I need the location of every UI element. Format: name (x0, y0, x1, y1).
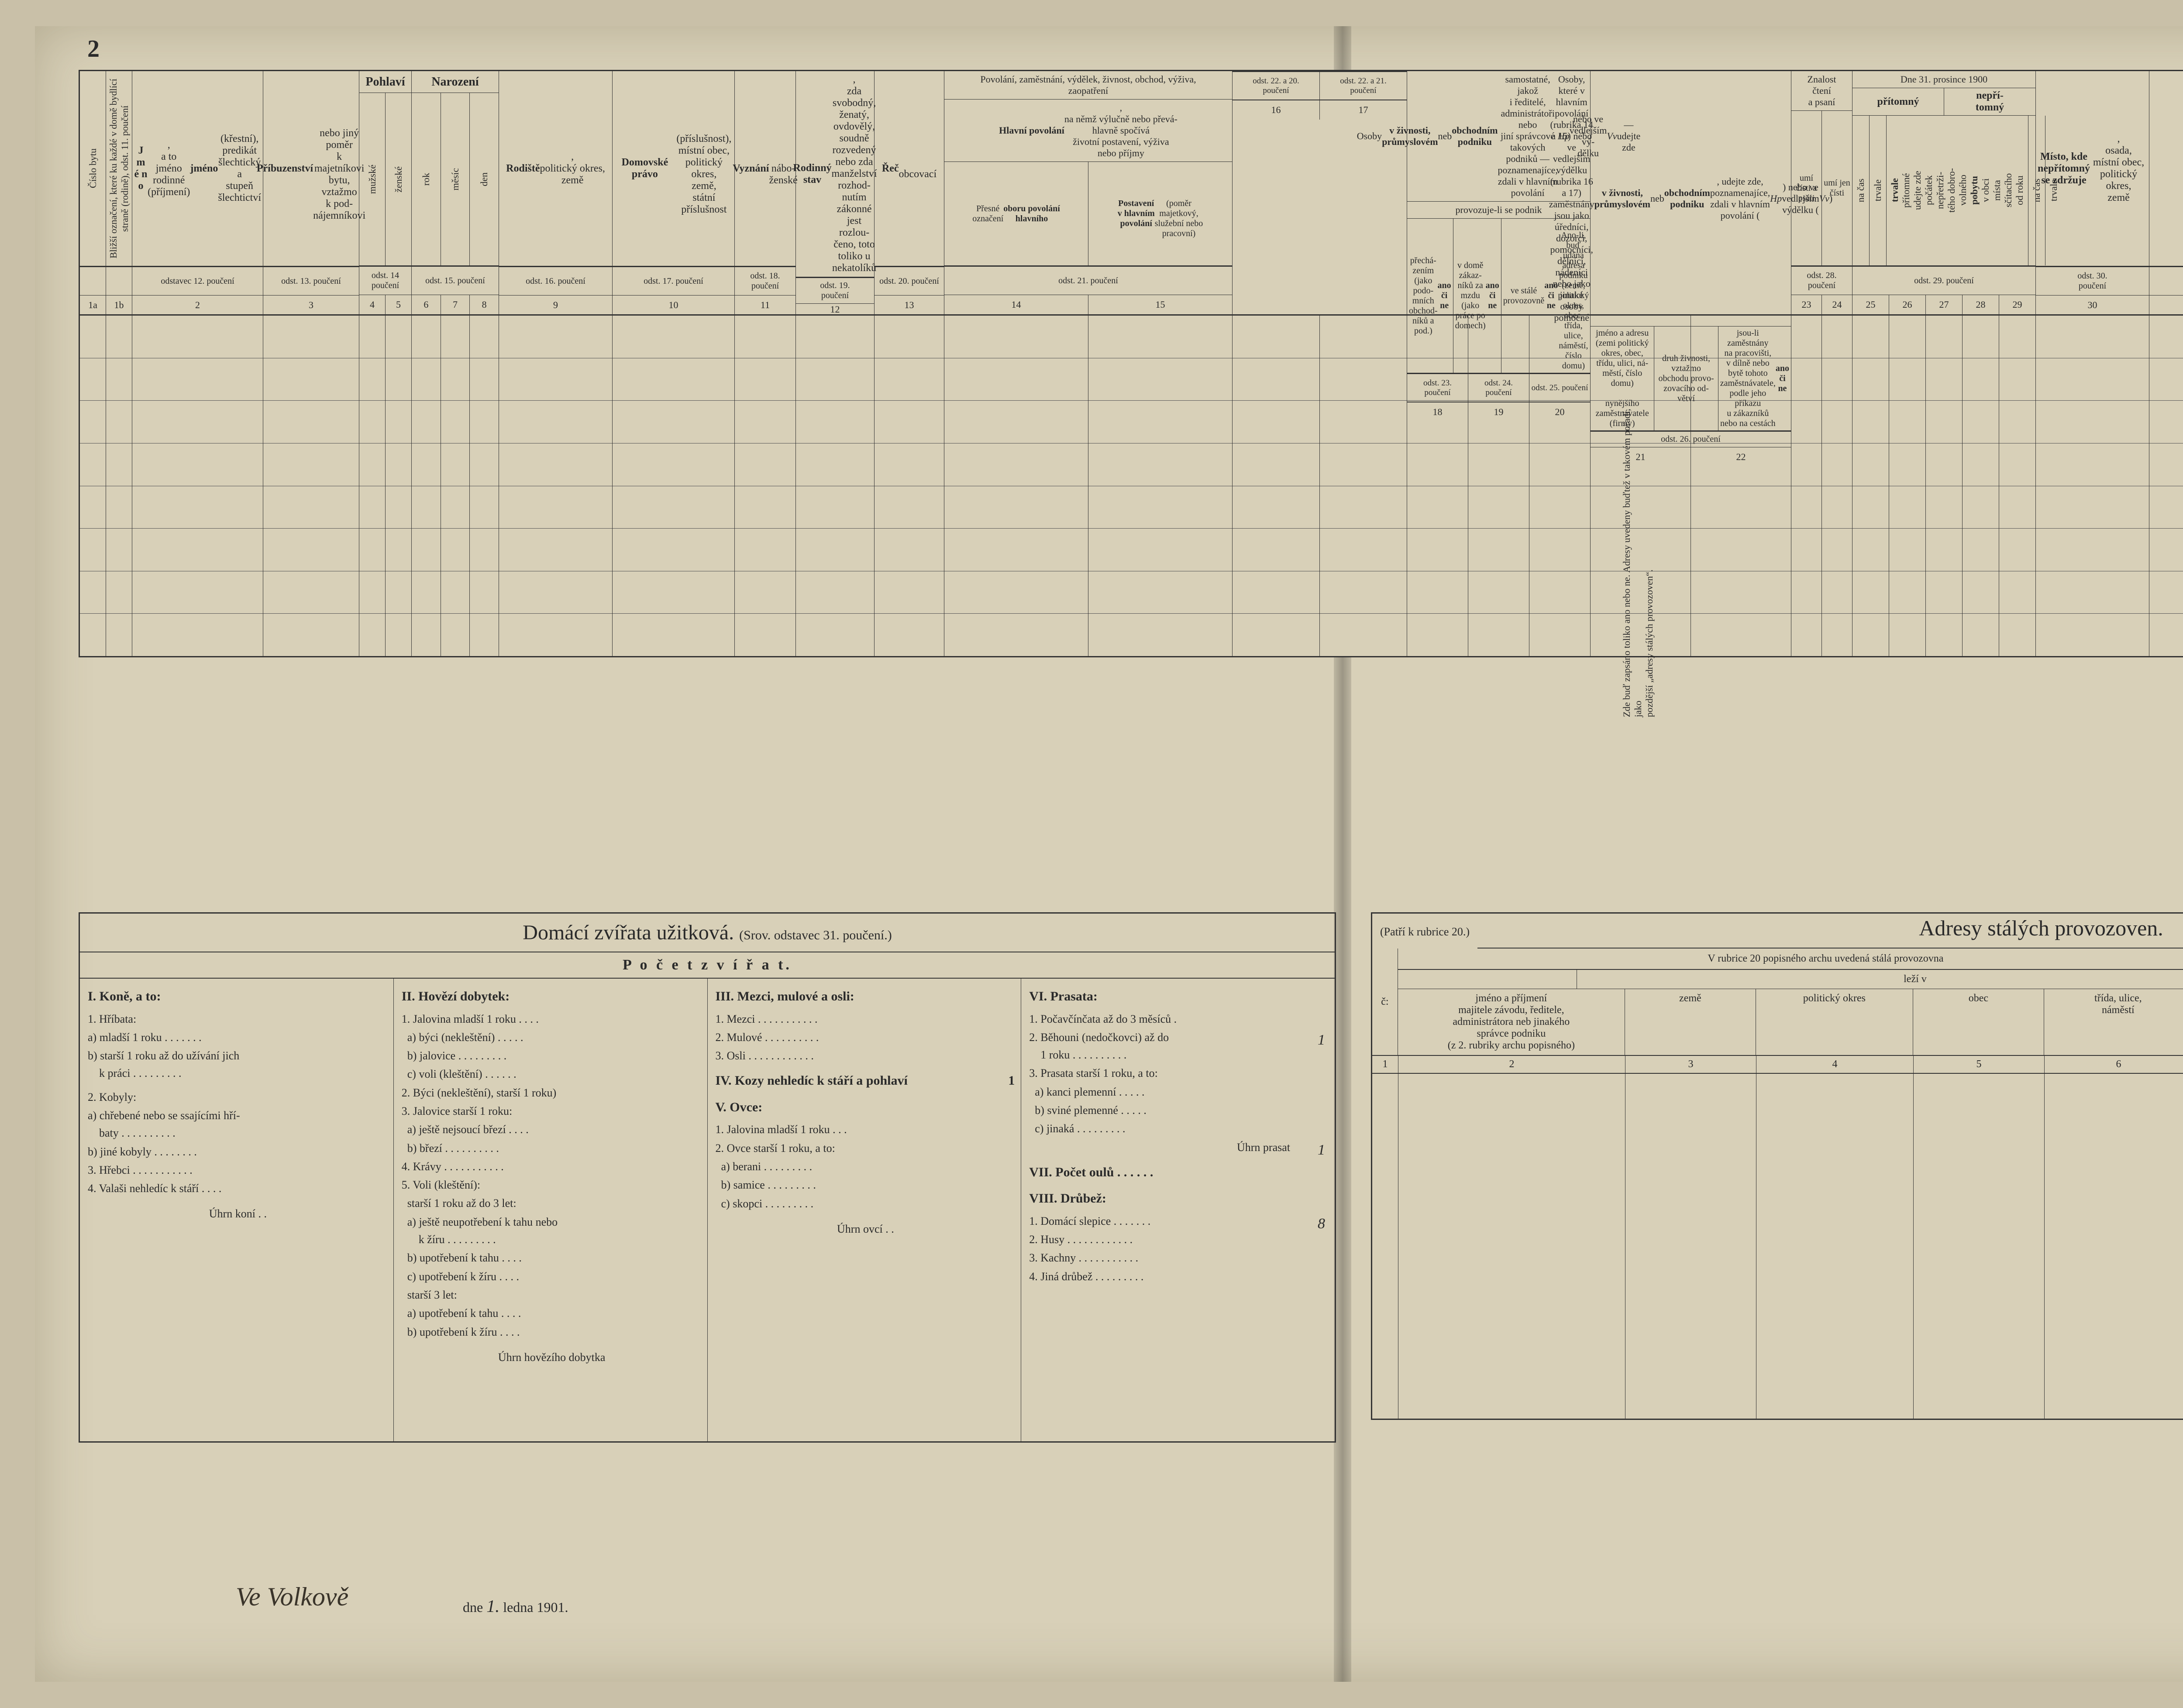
header-col: Dne 31. prosince 1900přítomnýnepří-tomný… (1852, 71, 2036, 314)
addresses-title: Adresy stálých provozoven. (1477, 914, 2183, 949)
header-col: J m é n o,a tojméno rodinné(příjmení)jmé… (132, 71, 263, 314)
cattle-column: II. Hovězí dobytek: 1. Jalovina mladší 1… (394, 979, 708, 1441)
addresses-body (1372, 1074, 2183, 1419)
header-col: Osoby, které v hlavním povolání (rubrika… (1591, 71, 1791, 314)
signature-place: Ve Volkově (236, 1582, 348, 1612)
livestock-title: Domácí zvířata užitková. (Srov. odstavec… (80, 914, 1335, 952)
header-col: Řečobcovacíodst. 20. poučení13 (875, 71, 944, 314)
livestock-subtitle: P o č e t z v í ř a t. (80, 952, 1335, 979)
census-sheet: 2 Číslo bytu1aBližší označení, které ku … (35, 26, 2183, 1682)
header-col: Příbuzenstvínebo jiný poměrk majetníkovi… (263, 71, 359, 314)
pigs-runners-count: 1 (1318, 1029, 1325, 1052)
livestock-table: Domácí zvířata užitková. (Srov. odstavec… (79, 912, 1336, 1443)
census-header-table: Číslo bytu1aBližší označení, které ku ka… (79, 70, 2183, 657)
mules-goats-sheep-column: III. Mezci, mulové a osli: 1. Mezci . . … (708, 979, 1022, 1441)
column20-vertical-note: Zde buď zapsáno toliko ano nebo ne. Adre… (1621, 403, 1655, 717)
pigs-total: 1 (1318, 1139, 1325, 1162)
addresses-prelabel: (Patří k rubrice 20.) (1372, 921, 1477, 943)
header-col: Znalostčtenía psaníumí čísti a psátiumí … (1791, 71, 1852, 314)
horses-column: I. Koně, a to: 1. Hříbata: a) mladší 1 r… (80, 979, 394, 1441)
page-number: 2 (87, 35, 100, 63)
header-col: odst. 22. a 20.poučeníodst. 22. a 21.pou… (1233, 71, 1407, 314)
header-col: Bližší označení, které ku každé v domě b… (106, 71, 132, 314)
header-col: Poznámka31 (2149, 71, 2183, 314)
header-col: Povolání, zaměstnání, výdělek, živnost, … (944, 71, 1233, 314)
header-col: Vyznánínábo-ženskéodst. 18.poučení11 (735, 71, 796, 314)
header-col: Narozenírokměsícdenodst. 15. poučení678 (412, 71, 499, 314)
goats-count: 1 (1008, 1071, 1015, 1091)
header-col: Pohlavímužskéženskéodst. 14poučení45 (359, 71, 412, 314)
addresses-table: (Patří k rubrice 20.) Adresy stálých pro… (1371, 912, 2183, 1420)
pigs-poultry-column: VI. Prasata: 1. Počavčínčata až do 3 měs… (1021, 979, 1335, 1441)
signature-date: dne 1. ledna 1901. (463, 1596, 568, 1616)
header-col: Rodiště,politický okres,zeměodst. 16. po… (499, 71, 613, 314)
addresses-number-row: 123456789 (1372, 1056, 2183, 1074)
header-col: Domovské právo(příslušnost),místní obec,… (613, 71, 735, 314)
header-col: Číslo bytu1a (80, 71, 106, 314)
header-col: Rodinnýstav,zdasvobodný,ženatý,ovdovělý,… (796, 71, 875, 314)
addresses-header-row: č:V rubrice 20 popisného archu uvedená s… (1372, 949, 2183, 1056)
